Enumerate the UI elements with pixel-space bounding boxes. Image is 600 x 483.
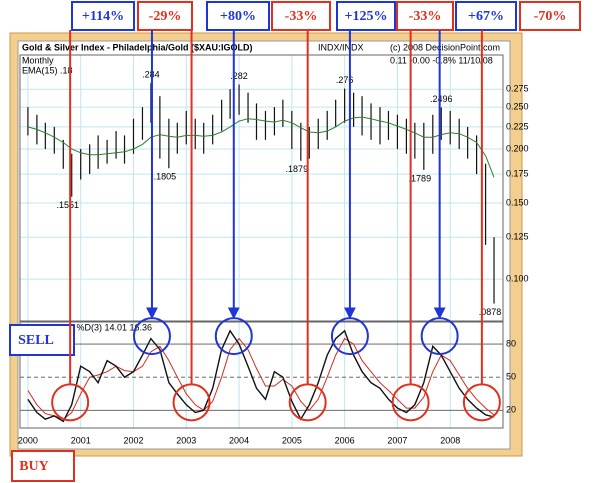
ema-line xyxy=(27,116,495,178)
trough-label: .1805 xyxy=(154,172,177,182)
sell-circle xyxy=(330,317,369,356)
last-info: 0.11 -0.00 -0.8% 11/10/08 xyxy=(390,55,493,65)
sell-box: SELL xyxy=(9,324,75,356)
stoch-d-line xyxy=(27,337,495,420)
period: Monthly xyxy=(22,55,54,65)
buy-box: BUY xyxy=(11,450,75,482)
gain-label: -33% xyxy=(285,9,318,24)
gain-label: -70% xyxy=(534,9,567,24)
gain-label: -29% xyxy=(149,9,182,24)
stoch-k-line xyxy=(27,329,495,423)
buy-circle xyxy=(172,383,211,422)
x-tick-label: 2008 xyxy=(440,435,460,445)
gain-box: +67% xyxy=(455,1,517,31)
stoch-panel xyxy=(19,321,504,429)
gain-box: -33% xyxy=(396,1,454,31)
gain-label: +80% xyxy=(220,9,256,24)
trough-label: .1789 xyxy=(409,173,432,183)
stoch-tick-label: 50 xyxy=(506,372,516,382)
x-tick-label: 2006 xyxy=(335,435,355,445)
buy-circle xyxy=(288,383,327,422)
x-tick-label: 2000 xyxy=(18,435,38,445)
y-tick-label: 0.150 xyxy=(506,197,529,207)
y-tick-label: 0.250 xyxy=(506,101,529,111)
ema-label: EMA(15) .18 xyxy=(22,65,73,75)
gain-box: -33% xyxy=(271,1,331,31)
x-tick-label: 2002 xyxy=(123,435,143,445)
x-tick-label: 2001 xyxy=(71,435,91,445)
buy-circle xyxy=(391,383,430,422)
gain-label: +125% xyxy=(345,9,388,24)
sell-circle xyxy=(132,317,171,356)
exchange: INDX/INDX xyxy=(318,42,364,52)
gain-box: +80% xyxy=(206,1,270,31)
chart-title: Gold & Silver Index - Philadelphia/Gold … xyxy=(22,42,253,52)
copyright: (c) 2008 DecisionPoint.com xyxy=(390,42,500,52)
stoch-label: %K(14) %D(3) 14.01 16.36 xyxy=(44,322,152,332)
buy-circle xyxy=(51,383,90,422)
peak-label: .276 xyxy=(336,75,354,85)
stoch-tick-label: 20 xyxy=(506,405,516,415)
trough-label: .1879 xyxy=(286,164,309,174)
x-tick-label: 2003 xyxy=(176,435,196,445)
plot-background xyxy=(17,40,511,450)
y-tick-label: 0.275 xyxy=(506,84,529,94)
sell-circle xyxy=(420,317,459,356)
y-tick-label: 0.225 xyxy=(506,121,529,131)
sell-text: SELL xyxy=(18,333,54,348)
gain-box: -29% xyxy=(137,1,193,31)
stoch-tick-label: 80 xyxy=(506,338,516,348)
sell-circle xyxy=(214,317,253,356)
price-panel xyxy=(19,54,504,322)
trough-label: .0878 xyxy=(479,307,502,317)
buy-circle xyxy=(462,383,501,422)
peak-label: .282 xyxy=(230,71,248,81)
y-tick-label: 0.100 xyxy=(506,273,529,283)
y-tick-label: 0.175 xyxy=(506,168,529,178)
y-tick-label: 0.200 xyxy=(506,143,529,153)
gain-box: -70% xyxy=(519,1,581,31)
y-tick-label: 0.125 xyxy=(506,232,529,242)
gain-box: +114% xyxy=(71,1,135,31)
peak-label: .2496 xyxy=(430,94,453,104)
x-tick-label: 2004 xyxy=(229,435,249,445)
gain-label: +67% xyxy=(468,9,504,24)
gain-box: +125% xyxy=(336,1,396,31)
gain-label: +114% xyxy=(82,9,124,24)
x-tick-label: 2005 xyxy=(282,435,302,445)
x-tick-label: 2007 xyxy=(387,435,407,445)
gain-label: -33% xyxy=(409,9,442,24)
trough-label: .1551 xyxy=(56,200,79,210)
peak-label: .284 xyxy=(142,70,160,80)
buy-text: BUY xyxy=(19,459,49,474)
